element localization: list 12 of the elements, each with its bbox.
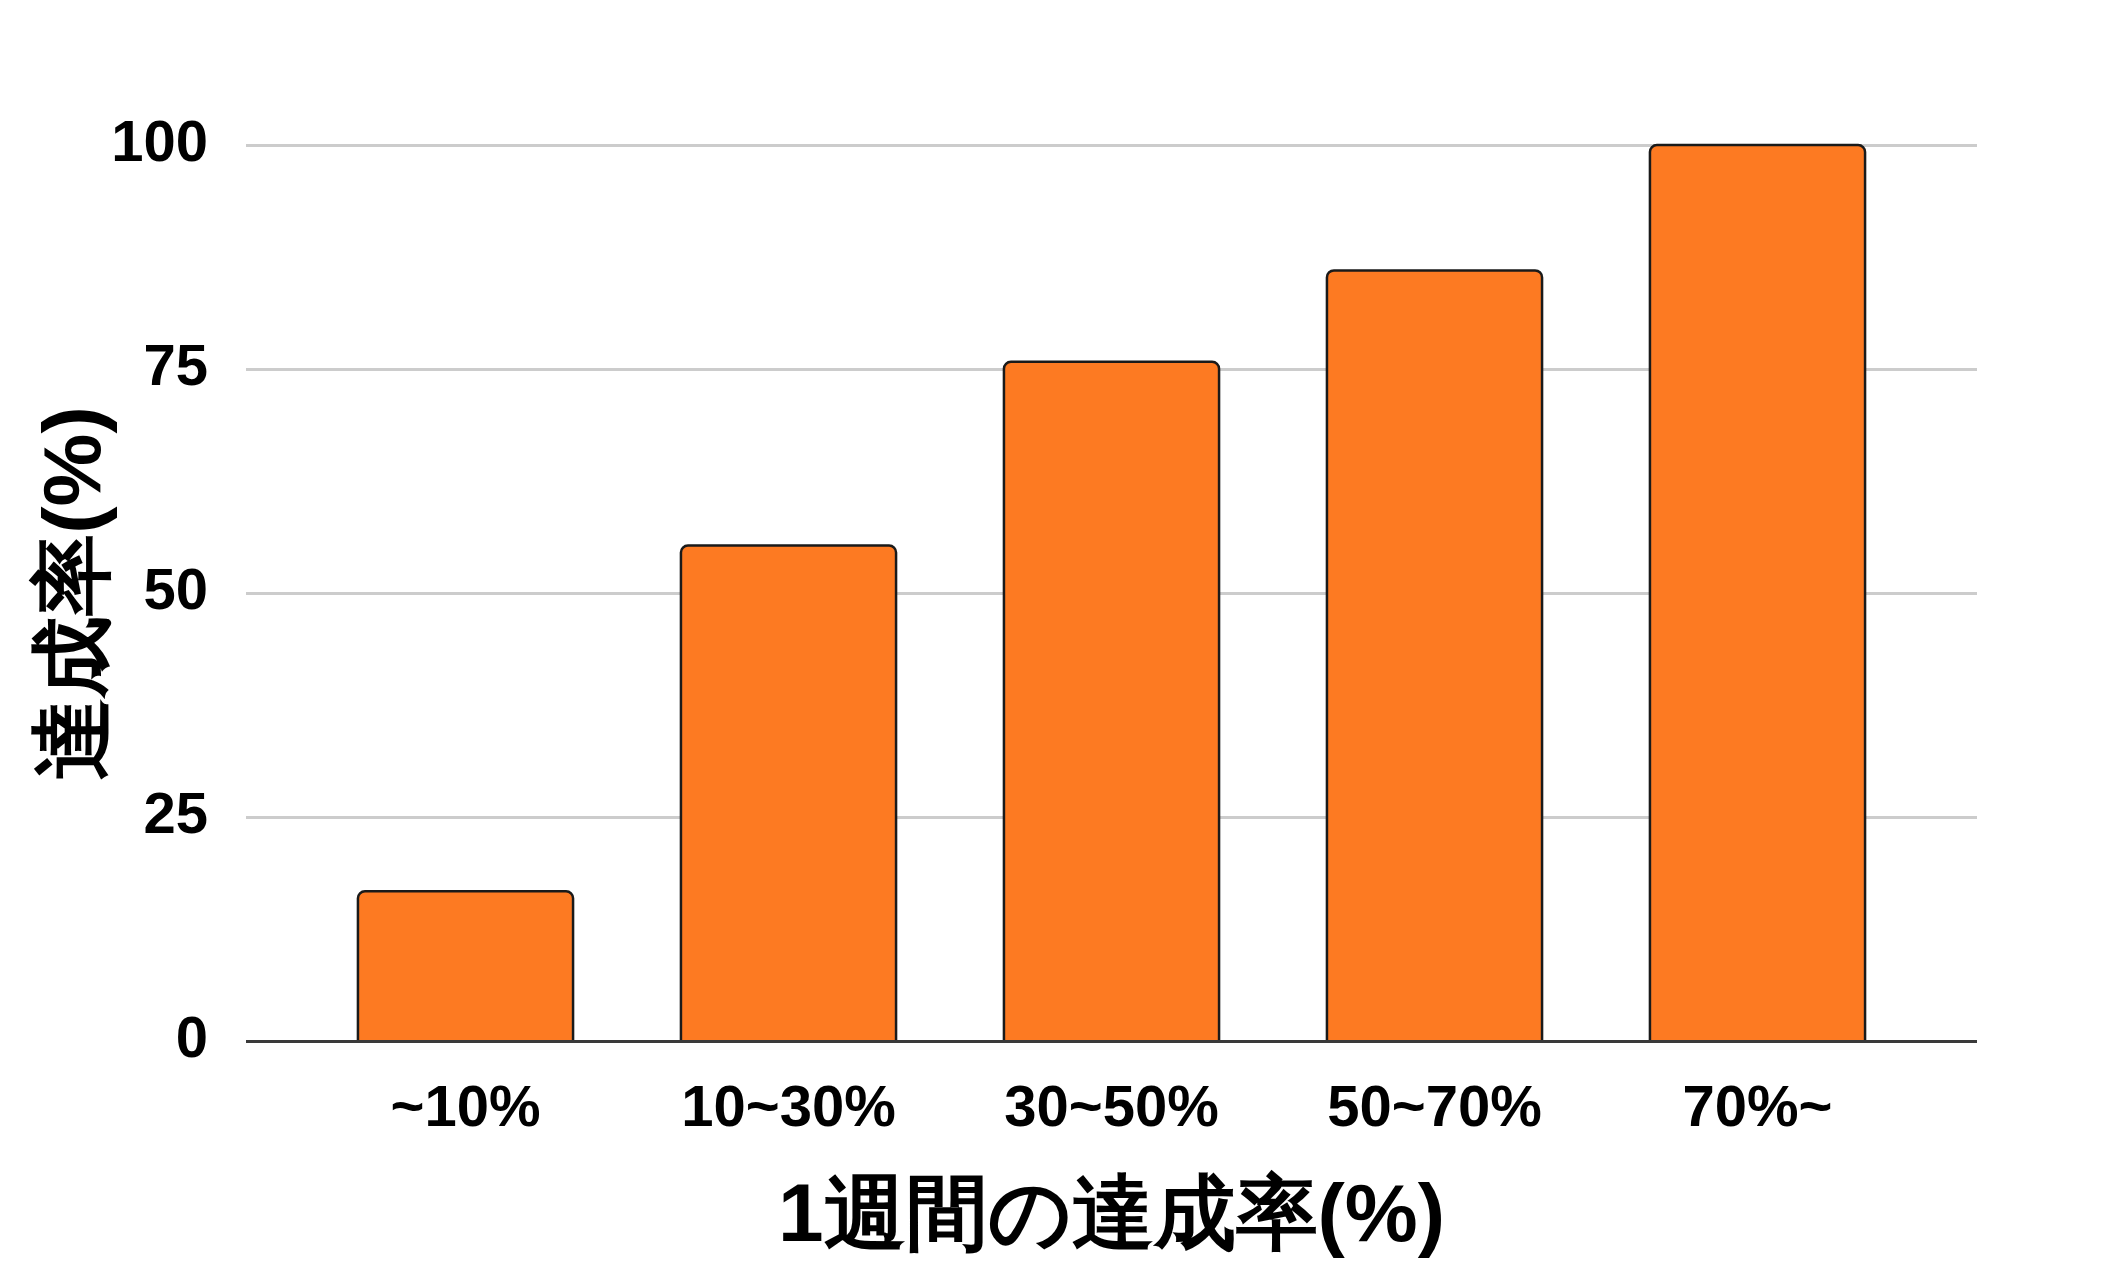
x-tick-label: ~10% — [390, 1072, 541, 1138]
x-axis-title: 1週間の達成率(%) — [777, 1167, 1446, 1259]
y-tick-label: 50 — [143, 556, 208, 621]
x-tick-label: 30~50% — [1004, 1072, 1219, 1138]
y-tick-label: 0 — [175, 1004, 208, 1069]
x-tick-label: 10~30% — [681, 1072, 896, 1138]
y-tick-label: 75 — [143, 332, 208, 397]
y-tick-label: 25 — [143, 780, 208, 845]
y-axis-title: 達成率(%) — [25, 406, 117, 780]
x-tick-label: 50~70% — [1327, 1072, 1542, 1138]
x-tick-label: 70%~ — [1682, 1072, 1833, 1138]
y-tick-label: 100 — [111, 108, 208, 173]
